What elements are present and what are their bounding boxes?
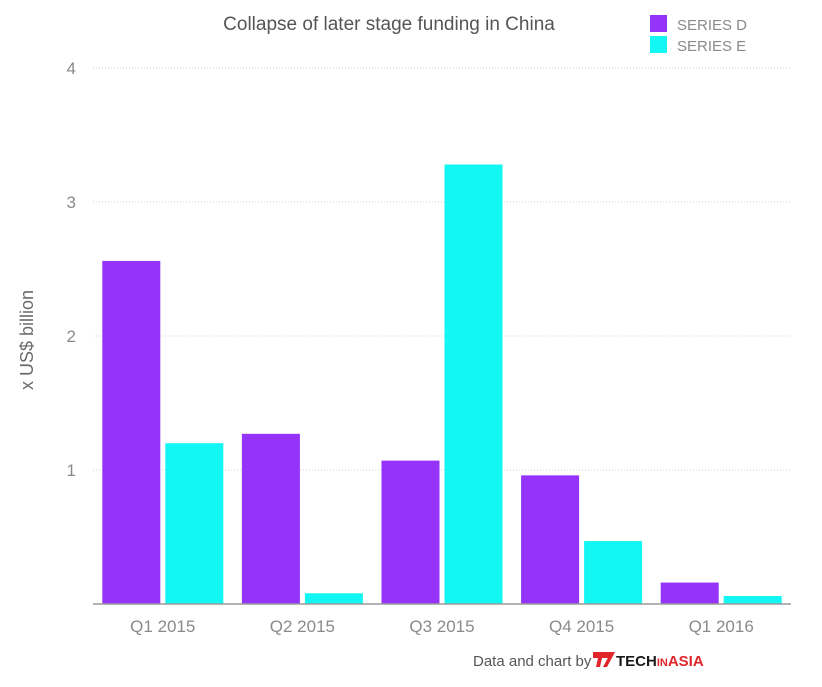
y-tick-label: 1	[67, 461, 76, 480]
bar-series-d-3	[521, 475, 580, 604]
legend-swatch	[650, 15, 667, 32]
x-tick-label: Q4 2015	[549, 617, 614, 636]
legend-label: SERIES D	[677, 17, 747, 34]
legend: SERIES D SERIES E	[650, 15, 747, 55]
chart-title: Collapse of later stage funding in China	[223, 14, 555, 35]
x-tick-label: Q1 2016	[689, 617, 754, 636]
y-tick-label: 2	[67, 327, 76, 346]
x-tick-label: Q2 2015	[270, 617, 335, 636]
bar-series-e-3	[584, 541, 643, 604]
bar-series-d-4	[660, 582, 719, 604]
x-tick-label: Q1 2015	[130, 617, 195, 636]
bar-series-e-1	[304, 593, 363, 604]
bar-series-d-2	[381, 460, 440, 604]
y-axis-label: x US$ billion	[17, 290, 37, 390]
legend-label: SERIES E	[677, 38, 746, 55]
bar-series-e-4	[723, 595, 782, 604]
logo-tech: TECH	[616, 653, 657, 670]
bar-series-d-1	[241, 433, 300, 604]
credit-text: Data and chart by	[473, 653, 592, 670]
logo-in: IN	[657, 657, 668, 669]
bars	[102, 164, 782, 605]
x-tick-label: Q3 2015	[409, 617, 474, 636]
credit: Data and chart by TECHINASIA	[473, 652, 704, 670]
gridlines	[93, 67, 791, 471]
logo-wordmark: TECHINASIA	[616, 653, 704, 670]
bar-series-d-0	[102, 260, 161, 604]
y-tick-label: 4	[67, 59, 76, 78]
techinasia-logo-icon	[593, 652, 615, 667]
bar-series-e-0	[165, 443, 224, 604]
y-tick-labels: 1 2 3 4	[67, 59, 76, 480]
logo-asia: ASIA	[668, 653, 704, 670]
bar-series-e-2	[444, 164, 503, 605]
logo-mark-icon	[593, 652, 613, 667]
x-tick-labels: Q1 2015 Q2 2015 Q3 2015 Q4 2015 Q1 2016	[130, 617, 754, 636]
legend-swatch	[650, 36, 667, 53]
logo-slash-icon	[603, 652, 615, 667]
y-tick-label: 3	[67, 193, 76, 212]
